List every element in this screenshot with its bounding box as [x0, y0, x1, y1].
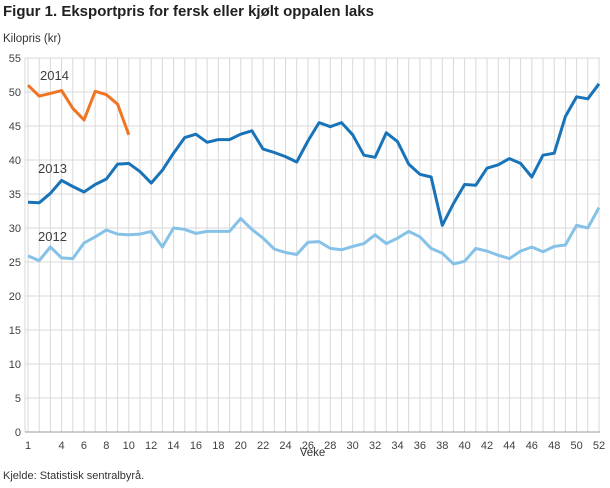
x-tick-label: 52 [593, 440, 605, 452]
line-2013 [27, 82, 601, 227]
x-tick-label: 38 [436, 440, 448, 452]
x-tick-label: 1 [25, 440, 31, 452]
x-tick-label: 10 [123, 440, 135, 452]
y-tick-label: 50 [9, 87, 21, 99]
x-axis-title: Veke [299, 447, 326, 459]
x-tick-label: 26 [302, 440, 314, 452]
x-tick-label: 12 [145, 440, 157, 452]
x-tick-label: 44 [503, 440, 515, 452]
line-2014 [26, 84, 131, 136]
x-tick-label: 46 [526, 440, 538, 452]
y-tick-label: 45 [9, 121, 21, 133]
x-tick-label: 4 [59, 440, 65, 452]
x-tick-label: 32 [369, 440, 381, 452]
figure-title: Figur 1. Eksportpris for fersk eller kjø… [3, 3, 374, 20]
gridlines [24, 57, 600, 433]
x-tick-label: 36 [414, 440, 426, 452]
series-label-2012: 2012 [38, 229, 67, 244]
y-tick-label: 15 [9, 325, 21, 337]
y-tick-label: 20 [9, 291, 21, 303]
x-tick-label: 40 [459, 440, 471, 452]
y-tick-label: 55 [9, 53, 21, 65]
y-tick-label: 40 [9, 155, 21, 167]
x-tick-label: 28 [324, 440, 336, 452]
x-tick-label: 30 [347, 440, 359, 452]
x-tick-label: 6 [81, 440, 87, 452]
x-tick-label: 20 [235, 440, 247, 452]
x-tick-label: 22 [257, 440, 269, 452]
y-tick-label: 35 [9, 189, 21, 201]
x-tick-label: 16 [190, 440, 202, 452]
series-label-2014: 2014 [40, 68, 69, 83]
x-tick-label: 42 [481, 440, 493, 452]
source-note: Kjelde: Statistisk sentralbyrå. [3, 470, 145, 482]
x-tick-label: 8 [103, 440, 109, 452]
y-tick-label: 30 [9, 223, 21, 235]
x-tick-label: 48 [548, 440, 560, 452]
y-axis-title: Kilopris (kr) [3, 33, 62, 45]
x-tick-label: 14 [167, 440, 179, 452]
x-tick-label: 18 [212, 440, 224, 452]
x-axis-tick-labels: 1 4 6 8 10 12 14 16 18 20 22 24 26 28 30 32 34 36 38 40 42 44… [25, 440, 605, 452]
y-axis-tick-labels: 0 5 10 15 20 25 30 35 40 45 50 55 [9, 53, 21, 439]
x-tick-label: 50 [570, 440, 582, 452]
series-label-2013: 2013 [38, 161, 67, 176]
y-tick-label: 5 [15, 393, 21, 405]
x-tick-label: 34 [391, 440, 403, 452]
y-tick-label: 25 [9, 257, 21, 269]
line-2012 [27, 206, 601, 266]
x-tick-label: 24 [279, 440, 291, 452]
y-tick-label: 10 [9, 359, 21, 371]
y-tick-label: 0 [15, 427, 21, 439]
